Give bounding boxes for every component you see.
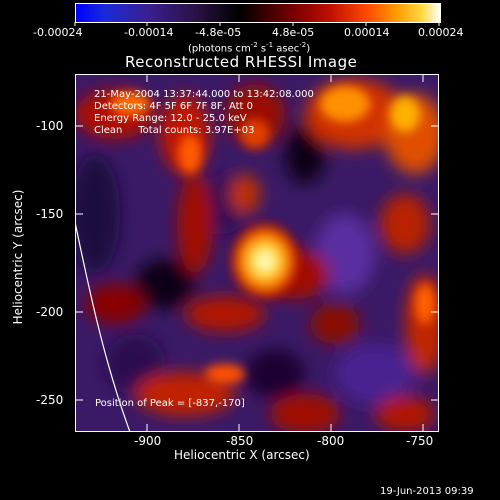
y-tick-label: -100 bbox=[36, 119, 64, 133]
x-axis-label: Heliocentric X (arcsec) bbox=[174, 448, 310, 462]
timestamp: 19-Jun-2013 09:39 bbox=[380, 486, 474, 497]
info-line-time: 21-May-2004 13:37:44.000 to 13:42:08.000 bbox=[94, 89, 314, 100]
rhessi-image bbox=[75, 74, 439, 432]
units-text: ) bbox=[306, 43, 311, 55]
y-tick-label: -250 bbox=[36, 393, 64, 407]
colorbar-units: (photons cm-2 s-1 asec-2) bbox=[188, 39, 310, 55]
units-exp: -1 bbox=[266, 41, 274, 49]
colorbar-tick-label: -0.00014 bbox=[124, 26, 174, 39]
y-tick-label: -150 bbox=[36, 207, 64, 221]
x-tick-label: -850 bbox=[226, 434, 254, 448]
units-exp: -2 bbox=[250, 41, 258, 49]
plot-title: Reconstructed RHESSI Image bbox=[125, 53, 358, 71]
units-text: s bbox=[257, 43, 267, 55]
peak-position-label: Position of Peak = [-837,-170] bbox=[95, 398, 245, 409]
colorbar-tick-label: 0.00014 bbox=[344, 26, 390, 39]
x-tick-label: -800 bbox=[317, 434, 345, 448]
units-text: asec bbox=[273, 43, 300, 55]
info-line-energy: Energy Range: 12.0 - 25.0 keV bbox=[94, 113, 247, 124]
info-line-detectors: Detectors: 4F 5F 6F 7F 8F, Att 0 bbox=[94, 101, 254, 112]
y-tick-label: -200 bbox=[36, 305, 64, 319]
y-axis-label: Heliocentric Y (arcsec) bbox=[11, 189, 25, 325]
x-tick-label: -750 bbox=[406, 434, 434, 448]
colorbar-tick-label: 0.00024 bbox=[418, 26, 464, 39]
info-line-clean: Clean Total counts: 3.97E+03 bbox=[94, 125, 255, 136]
colorbar-ticks bbox=[74, 22, 440, 26]
colorbar bbox=[75, 3, 441, 23]
units-exp: -2 bbox=[299, 41, 307, 49]
colorbar-tick-label: 4.8e-05 bbox=[272, 26, 315, 39]
colorbar-tick-label: -0.00024 bbox=[33, 26, 83, 39]
units-text: (photons cm bbox=[188, 43, 251, 55]
colorbar-tick-label: -4.8e-05 bbox=[195, 26, 242, 39]
x-tick-label: -900 bbox=[134, 434, 162, 448]
